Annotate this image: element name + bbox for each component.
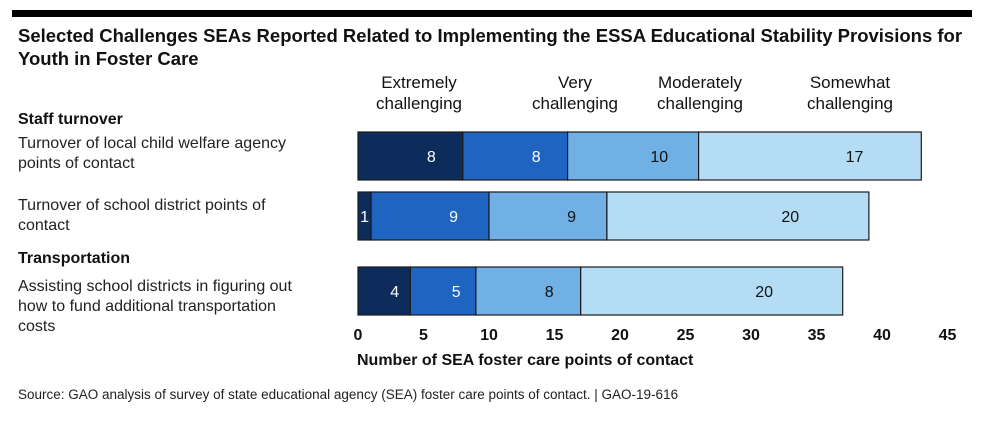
row-label-line: costs [18, 318, 56, 335]
legend-somewhat-line2: challenging [806, 94, 893, 113]
bar-segment [697, 131, 922, 181]
legend-extremely-line1: Extremely [381, 73, 457, 92]
bar-value-label: 17 [846, 149, 864, 166]
bar-value-label: 8 [427, 149, 436, 166]
bar-segment [475, 266, 582, 316]
legend-very-line1: Very [557, 73, 593, 92]
bar-segment [606, 191, 870, 241]
legend-moderately-line1: Moderately [657, 73, 743, 92]
legend-extremely-line2: challenging [375, 94, 462, 113]
x-axis-title: Number of SEA foster care points of cont… [357, 352, 694, 369]
legend-moderately-line2: challenging [656, 94, 743, 113]
x-tick-label: 5 [419, 327, 428, 344]
x-tick-label: 40 [873, 327, 891, 344]
group-header-transportation: Transportation [18, 250, 131, 267]
x-tick-label: 35 [808, 327, 826, 344]
x-tick-label: 20 [611, 327, 629, 344]
bar-segment [357, 131, 464, 181]
legend-somewhat-line1: Somewhat [809, 73, 891, 92]
legend-somewhat-challenging: Somewhat challenging [788, 72, 912, 114]
x-tick-label: 45 [939, 327, 957, 344]
bar-value-label: 5 [452, 284, 461, 301]
legend-extremely-challenging: Extremely challenging [357, 72, 481, 114]
x-tick-label: 25 [677, 327, 695, 344]
row-label-line: contact [18, 217, 70, 234]
bar-value-label: 9 [449, 209, 458, 226]
source-note: Source: GAO analysis of survey of state … [18, 387, 679, 402]
bar-segment [488, 191, 608, 241]
legend-very-line2: challenging [531, 94, 618, 113]
row-label-line: Turnover of school district points of [18, 197, 266, 214]
x-tick-label: 15 [546, 327, 564, 344]
group-header-staff-turnover: Staff turnover [18, 111, 123, 128]
row-label-school-district-turnover: Turnover of school district points of co… [18, 196, 348, 236]
bar-value-label: 20 [755, 284, 773, 301]
bar-segment [409, 266, 477, 316]
x-tick-label: 10 [480, 327, 498, 344]
top-rule [12, 10, 972, 17]
chart-title: Selected Challenges SEAs Reported Relate… [18, 25, 963, 69]
bar-value-label: 9 [567, 209, 576, 226]
row-label-line: points of contact [18, 155, 135, 172]
row-label-line: how to fund additional transportation [18, 298, 276, 315]
row-label-transportation-funding: Assisting school districts in figuring o… [18, 277, 348, 337]
legend-moderately-challenging: Moderately challenging [630, 72, 770, 114]
row-label-child-welfare-turnover: Turnover of local child welfare agency p… [18, 134, 348, 174]
x-tick-label: 30 [742, 327, 760, 344]
bar-segment [357, 266, 412, 316]
bar-segment [566, 131, 700, 181]
bar-value-label: 10 [650, 149, 668, 166]
bar-value-label: 1 [360, 209, 369, 226]
row-label-line: Assisting school districts in figuring o… [18, 278, 292, 295]
bar-value-label: 8 [545, 284, 554, 301]
x-tick-label: 0 [354, 327, 363, 344]
bar-segment [462, 131, 569, 181]
bar-value-label: 20 [781, 209, 799, 226]
bar-segment [370, 191, 490, 241]
row-label-line: Turnover of local child welfare agency [18, 135, 286, 152]
bar-value-label: 8 [532, 149, 541, 166]
legend-very-challenging: Very challenging [513, 72, 637, 114]
bar-value-label: 4 [390, 284, 399, 301]
bar-segment [580, 266, 844, 316]
